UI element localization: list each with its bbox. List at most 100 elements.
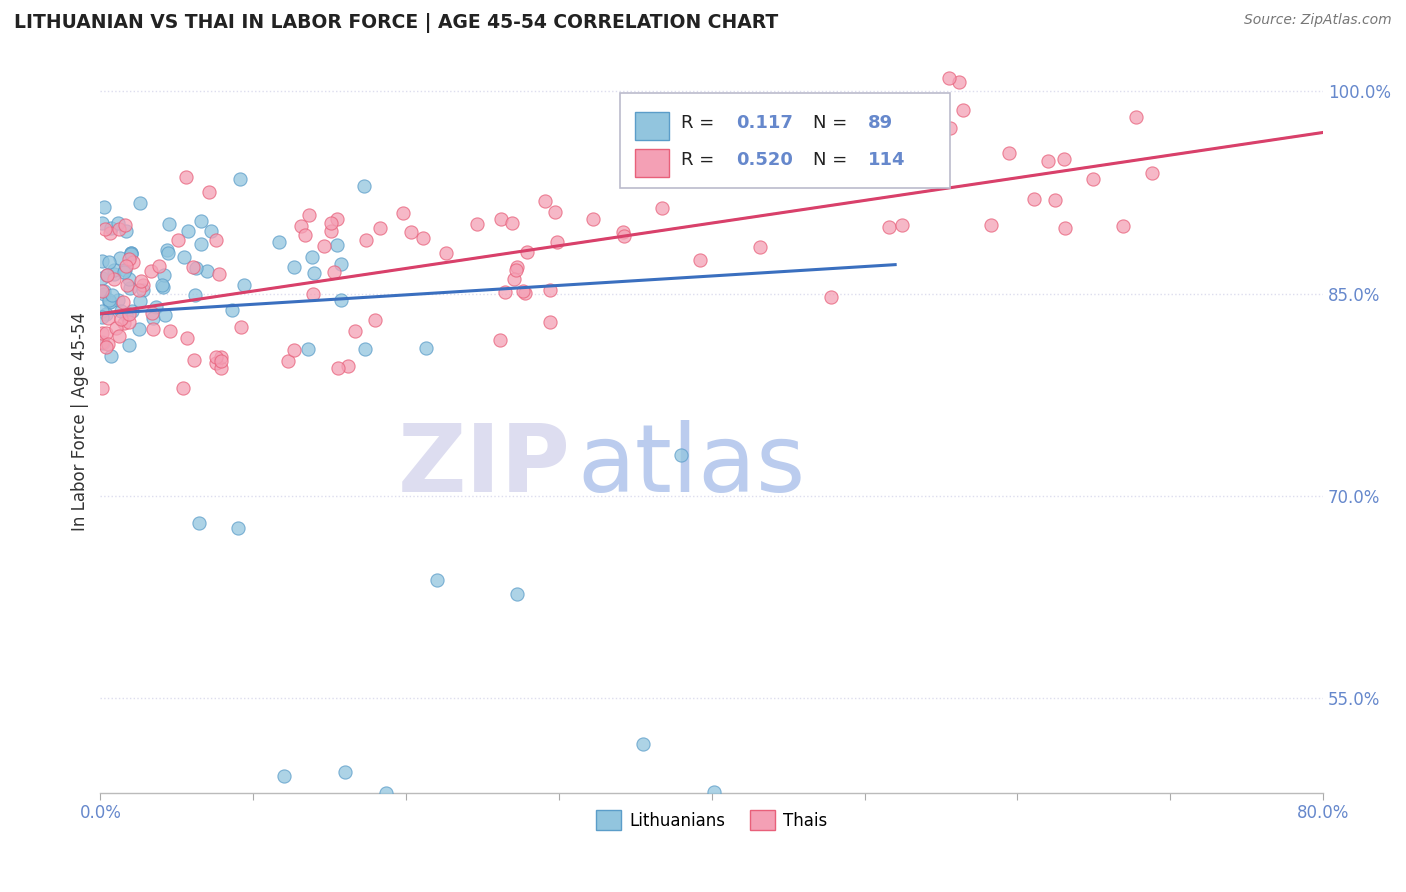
Point bbox=[98, 227, 121, 241]
Point bbox=[176, 331, 198, 345]
Point bbox=[115, 278, 138, 293]
Text: atlas: atlas bbox=[578, 420, 806, 512]
Point bbox=[129, 274, 152, 288]
Point bbox=[157, 217, 180, 231]
Point bbox=[105, 321, 128, 335]
Point bbox=[118, 338, 141, 352]
Point bbox=[267, 235, 290, 250]
Point bbox=[294, 227, 316, 242]
Text: LITHUANIAN VS THAI IN LABOR FORCE | AGE 45-54 CORRELATION CHART: LITHUANIAN VS THAI IN LABOR FORCE | AGE … bbox=[14, 13, 779, 33]
Point bbox=[93, 285, 115, 299]
Point bbox=[96, 307, 118, 321]
Point bbox=[221, 302, 243, 317]
Point bbox=[344, 324, 367, 338]
Point bbox=[184, 288, 207, 302]
Point bbox=[128, 322, 150, 336]
Point bbox=[150, 277, 173, 292]
Point bbox=[118, 315, 141, 329]
Point bbox=[91, 271, 114, 285]
Point bbox=[319, 216, 342, 230]
Point bbox=[156, 245, 179, 260]
Point bbox=[534, 194, 557, 209]
Point bbox=[145, 300, 167, 314]
Text: 89: 89 bbox=[869, 113, 893, 132]
Point bbox=[820, 290, 842, 304]
Point bbox=[326, 238, 349, 252]
Point bbox=[273, 769, 295, 783]
Point bbox=[538, 314, 561, 328]
Point bbox=[353, 178, 375, 193]
Point bbox=[200, 224, 222, 238]
Point bbox=[115, 259, 138, 273]
Point bbox=[173, 251, 195, 265]
Point bbox=[118, 307, 141, 321]
Text: ZIP: ZIP bbox=[398, 420, 571, 512]
Point bbox=[546, 235, 568, 250]
Point bbox=[368, 220, 391, 235]
Point bbox=[112, 294, 135, 309]
Point bbox=[159, 324, 181, 338]
Point bbox=[90, 304, 112, 318]
Point bbox=[114, 218, 136, 232]
Point bbox=[153, 308, 176, 322]
Point bbox=[505, 262, 527, 277]
Point bbox=[148, 259, 170, 273]
Point bbox=[96, 268, 118, 282]
Point bbox=[139, 263, 162, 277]
Point bbox=[669, 449, 692, 463]
Point bbox=[939, 121, 962, 136]
Point bbox=[98, 294, 121, 309]
Point bbox=[120, 281, 142, 295]
Point bbox=[1140, 166, 1163, 180]
Point bbox=[489, 333, 512, 347]
Point bbox=[93, 200, 115, 214]
Point bbox=[93, 222, 115, 236]
Point bbox=[94, 326, 117, 340]
Point bbox=[122, 255, 145, 269]
Text: 114: 114 bbox=[869, 151, 905, 169]
Point bbox=[190, 214, 212, 228]
Point bbox=[948, 75, 970, 89]
Point bbox=[749, 240, 772, 254]
Point bbox=[914, 158, 936, 172]
Point bbox=[114, 262, 136, 277]
FancyBboxPatch shape bbox=[620, 93, 950, 188]
Point bbox=[120, 246, 142, 260]
Point bbox=[298, 208, 321, 222]
Point bbox=[98, 293, 121, 308]
Point bbox=[115, 225, 138, 239]
Point bbox=[354, 233, 377, 247]
Point bbox=[98, 255, 121, 269]
Point bbox=[232, 278, 254, 293]
Point bbox=[128, 283, 150, 297]
Point bbox=[91, 284, 114, 298]
Text: N =: N = bbox=[813, 113, 848, 132]
Point bbox=[412, 231, 434, 245]
Text: 0.117: 0.117 bbox=[737, 113, 793, 132]
Text: R =: R = bbox=[681, 151, 714, 169]
Point bbox=[93, 287, 115, 301]
Text: N =: N = bbox=[813, 151, 848, 169]
Point bbox=[141, 306, 163, 320]
Point bbox=[302, 266, 325, 280]
Point bbox=[112, 316, 135, 330]
Point bbox=[98, 294, 121, 309]
Point bbox=[862, 157, 884, 171]
Point bbox=[513, 286, 536, 301]
Point bbox=[465, 217, 488, 231]
Point bbox=[491, 212, 513, 227]
Point bbox=[132, 283, 155, 297]
Point bbox=[141, 321, 163, 335]
Point bbox=[90, 254, 112, 268]
Point bbox=[188, 516, 211, 531]
Point bbox=[302, 286, 325, 301]
Point bbox=[96, 340, 118, 354]
Point bbox=[120, 247, 142, 261]
Point bbox=[204, 234, 226, 248]
Point bbox=[980, 219, 1002, 233]
Point bbox=[297, 342, 319, 356]
Point bbox=[723, 145, 745, 160]
Text: R =: R = bbox=[681, 113, 714, 132]
Point bbox=[997, 146, 1019, 161]
Point bbox=[174, 169, 197, 184]
